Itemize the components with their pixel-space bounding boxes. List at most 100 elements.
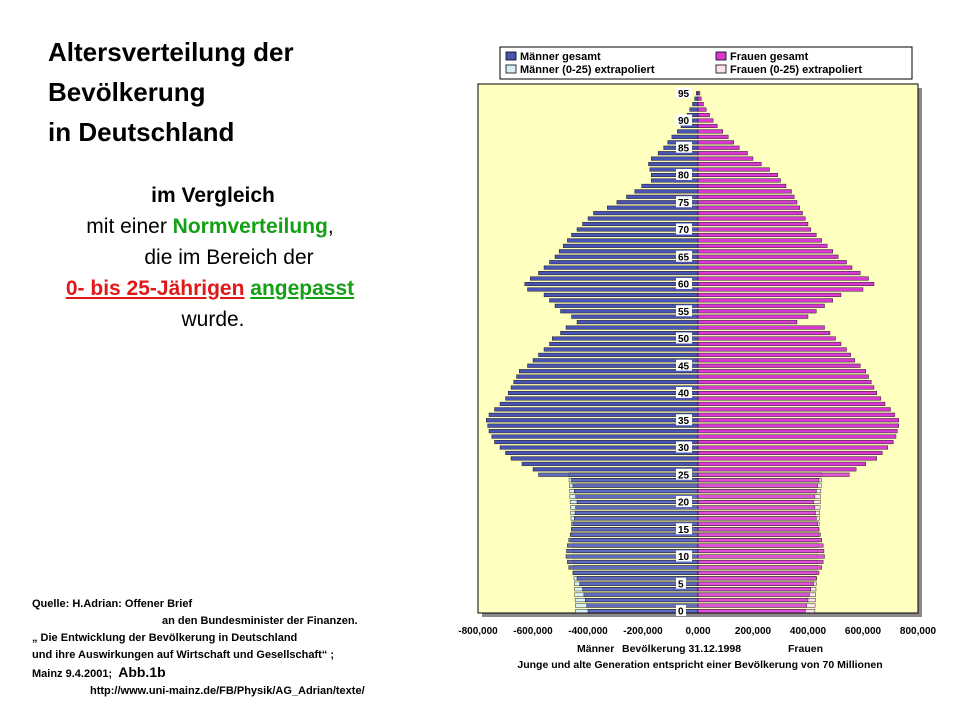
bar-male (568, 565, 699, 570)
bar-male (538, 472, 699, 477)
bars-group (486, 91, 899, 614)
legend-label: Männer gesamt (520, 51, 601, 63)
bar-male (574, 510, 699, 515)
bar-female (697, 96, 702, 101)
x-tick-labels: -800,000 -600,000 -400,000 -200,000 0,000 200… (458, 626, 936, 637)
bar-male (634, 189, 699, 194)
bar-male (696, 91, 699, 96)
bar-male (494, 440, 699, 445)
bar-female (697, 123, 718, 128)
x-tick-label: -800,000 (458, 626, 498, 637)
legend-label: Frauen gesamt (730, 51, 809, 63)
y-tick-label: 40 (678, 389, 690, 400)
bar-male (488, 412, 699, 417)
bar-male (567, 238, 699, 243)
bar-male (530, 276, 699, 281)
bar-female (697, 374, 869, 379)
bar-female (697, 140, 734, 145)
bar-female (697, 456, 877, 461)
bar-female (697, 341, 842, 346)
x-tick-label: -200,000 (623, 626, 663, 637)
y-tick-bg (676, 577, 686, 589)
bar-female (697, 440, 894, 445)
bar-female (697, 271, 861, 276)
bar-female (697, 358, 855, 363)
bar-female (697, 287, 864, 292)
bar-female (697, 91, 701, 96)
legend-swatch (715, 64, 727, 74)
age-range-text: 0- bis 25-Jährigen (65, 277, 245, 300)
bar-female (697, 238, 822, 243)
bar-male (692, 102, 699, 107)
bar-male (487, 423, 699, 428)
bar-female (697, 380, 872, 385)
y-tick-label: 80 (678, 171, 690, 182)
bar-male (499, 401, 699, 406)
axis-labels: Männer Bevölkerung 31.12.1998 Frauen Jun… (517, 643, 882, 671)
x-label-center: Bevölkerung 31.12.1998 (622, 643, 741, 655)
bar-male (532, 358, 699, 363)
bar-male (565, 325, 699, 330)
bar-female (697, 472, 850, 477)
x-tick-label: 400,000 (790, 626, 827, 637)
subtitle-line-3: die im Bereich der (144, 246, 314, 269)
bar-female (697, 450, 883, 455)
bar-female (697, 156, 754, 161)
bar-male (641, 183, 699, 188)
y-tick-bg (676, 305, 692, 317)
heading-line-1: Altersverteilung der (48, 37, 294, 67)
source-line-4: und ihre Auswirkungen auf Wirtschaft und… (32, 649, 335, 661)
bar-female (697, 500, 814, 505)
bar-female (697, 505, 816, 510)
bar-female (697, 510, 816, 515)
bar-female (697, 418, 899, 423)
bar-male (563, 243, 699, 248)
bar-female (697, 527, 820, 532)
bar-female (697, 325, 825, 330)
y-tick-bg (676, 87, 692, 99)
y-tick-bg (676, 496, 692, 507)
x-label-left: Männer (577, 643, 614, 655)
bar-male (576, 320, 699, 325)
source-url: http://www.uni-mainz.de/FB/Physik/AG_Adr… (90, 685, 365, 697)
bar-female (697, 543, 824, 548)
bar-female (697, 369, 866, 374)
bar-female (697, 467, 857, 472)
figure-label: Abb.1b (118, 664, 166, 680)
x-tick-label: 800,000 (900, 626, 937, 637)
bar-male (677, 129, 699, 134)
bar-female (697, 598, 809, 603)
bar-male (527, 363, 699, 368)
bar-female (697, 363, 861, 368)
bar-female (697, 118, 714, 123)
normverteilung-text: Normverteilung (172, 215, 328, 238)
bar-female (697, 429, 898, 434)
bar-male (538, 271, 699, 276)
bar-female (697, 172, 778, 177)
bar-female (697, 592, 810, 597)
bar-female (697, 538, 822, 543)
bar-female (697, 134, 729, 139)
bar-male (510, 456, 699, 461)
bar-male (513, 380, 699, 385)
bar-male (572, 483, 699, 488)
y-tick-label: 75 (678, 198, 690, 209)
bar-male (488, 429, 699, 434)
bar-male (567, 543, 699, 548)
bar-female (697, 559, 824, 564)
bar-female (697, 396, 882, 401)
bar-female (697, 494, 816, 499)
bar-female (697, 549, 825, 554)
y-tick-label: 70 (678, 225, 690, 236)
bar-female (697, 352, 851, 357)
y-tick-label: 20 (678, 498, 690, 509)
bar-male (505, 450, 699, 455)
y-tick-label: 60 (678, 280, 690, 291)
bar-female (697, 249, 833, 254)
y-tick-label: 90 (678, 116, 690, 127)
source-date: Mainz 9.4.2001; (32, 668, 113, 680)
y-tick-label: 45 (678, 361, 690, 372)
bar-male (527, 287, 699, 292)
x-tick-label: 200,000 (735, 626, 772, 637)
